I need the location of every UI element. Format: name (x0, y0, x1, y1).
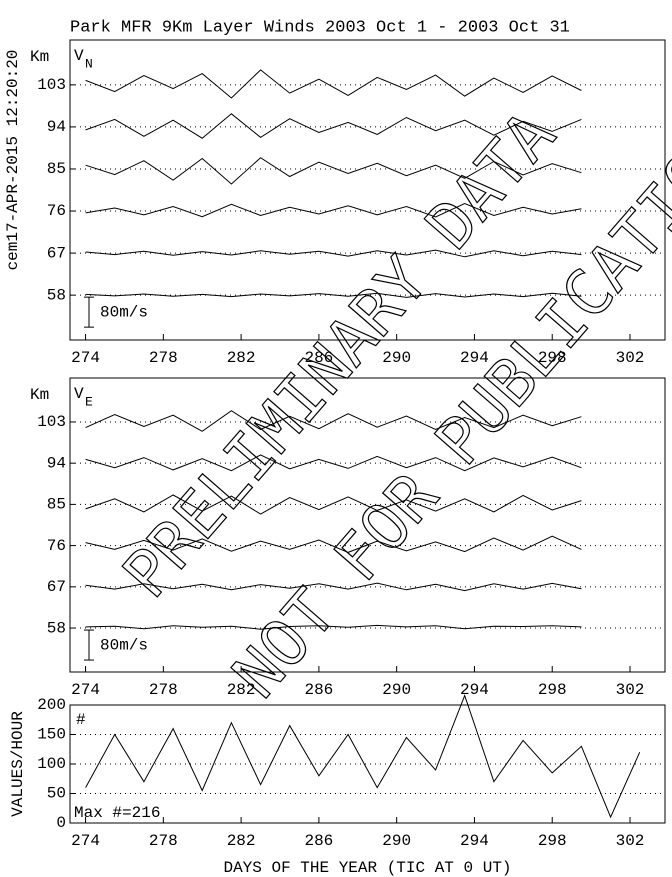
y-tick-label: 94 (47, 118, 66, 136)
chart-title: Park MFR 9Km Layer Winds 2003 Oct 1 - 20… (70, 18, 570, 37)
y-tick-label: 103 (37, 413, 66, 431)
y-tick-label: 200 (37, 696, 66, 714)
x-tick-label: 278 (149, 349, 178, 367)
x-tick-label: 286 (304, 349, 333, 367)
x-tick-label: 298 (538, 681, 567, 699)
y-axis-label: Km (30, 48, 49, 66)
y-tick-label: 67 (47, 244, 66, 262)
x-tick-label: 282 (227, 349, 256, 367)
trace (86, 114, 640, 138)
y-tick-label: 58 (47, 619, 66, 637)
trace (86, 455, 640, 471)
y-tick-label: 76 (47, 537, 66, 555)
y-tick-label: 58 (47, 286, 66, 304)
y-tick-label: 150 (37, 726, 66, 744)
x-tick-label: 298 (538, 349, 567, 367)
x-tick-label: 286 (304, 832, 333, 850)
y-tick-label: 0 (56, 814, 66, 832)
x-tick-label: 302 (616, 349, 645, 367)
x-tick-label: 274 (71, 832, 100, 850)
y-tick-label: 94 (47, 454, 66, 472)
x-tick-label: 274 (71, 349, 100, 367)
x-tick-label: 278 (149, 681, 178, 699)
trace (86, 250, 640, 257)
x-tick-label: 302 (616, 681, 645, 699)
y-tick-label: 85 (47, 160, 66, 178)
plot-frame (69, 39, 666, 341)
trace (86, 70, 640, 98)
trace (86, 204, 640, 218)
x-tick-label: 282 (227, 832, 256, 850)
symbol-label: # (76, 711, 86, 729)
x-tick-label: 282 (227, 681, 256, 699)
plot-frame (69, 377, 666, 673)
y-tick-label: 85 (47, 496, 66, 514)
x-tick-label: 294 (460, 681, 489, 699)
max-annotation: Max #=216 (74, 804, 160, 822)
timestamp: cem17-APR-2015 12:20:20 (4, 50, 22, 271)
y-tick-label: 100 (37, 755, 66, 773)
y-axis-label: Km (30, 386, 49, 404)
trace (86, 624, 640, 629)
scale-bar-label: 80m/s (100, 303, 148, 321)
x-tick-label: 302 (616, 832, 645, 850)
x-tick-label: 290 (382, 349, 411, 367)
x-tick-label: 290 (382, 832, 411, 850)
count-line (85, 694, 641, 819)
y-axis-label: VALUES/HOUR (9, 711, 27, 817)
x-tick-label: 294 (460, 832, 489, 850)
x-tick-label: 278 (149, 832, 178, 850)
component-subscript: E (85, 394, 93, 409)
y-tick-label: 67 (47, 578, 66, 596)
y-tick-label: 76 (47, 202, 66, 220)
y-tick-label: 50 (47, 785, 66, 803)
x-tick-label: 290 (382, 681, 411, 699)
scale-bar-label: 80m/s (100, 636, 148, 654)
component-subscript: N (85, 56, 93, 71)
component-label: V (74, 385, 84, 403)
x-axis-label: DAYS OF THE YEAR (TIC AT 0 UT) (223, 859, 511, 877)
x-tick-label: 294 (460, 349, 489, 367)
x-tick-label: 298 (538, 832, 567, 850)
x-tick-label: 274 (71, 681, 100, 699)
y-tick-label: 103 (37, 76, 66, 94)
x-tick-label: 286 (304, 681, 333, 699)
trace (86, 411, 640, 432)
component-label: V (74, 47, 84, 65)
